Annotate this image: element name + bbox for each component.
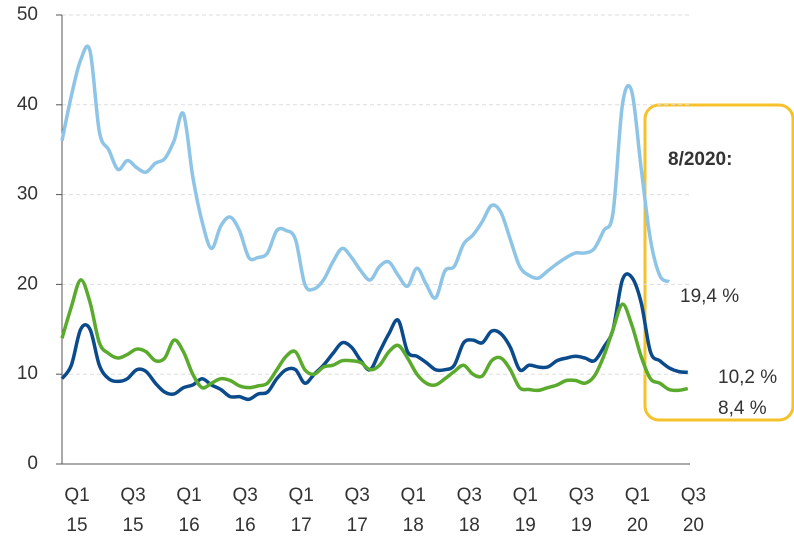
y-tick-label: 30	[17, 184, 38, 205]
x-tick-label: Q3 18	[457, 485, 482, 536]
x-tick-label-line: Q3	[681, 485, 706, 506]
y-tick-label: 20	[17, 273, 38, 294]
x-tick-label-line: Q1	[401, 485, 426, 506]
x-tick-label-line: 20	[627, 515, 648, 536]
x-tick-label: Q1 19	[513, 485, 538, 536]
x-tick-label-line: Q3	[232, 485, 257, 506]
x-tick-label-line: Q1	[64, 485, 89, 506]
x-tick-label-line: Q3	[569, 485, 594, 506]
x-tick-label-line: 16	[235, 515, 256, 536]
x-tick-label: Q1 20	[625, 485, 650, 536]
x-tick-label: Q1 15	[64, 485, 89, 536]
x-tick-label-line: Q3	[345, 485, 370, 506]
x-tick-label-line: Q1	[176, 485, 201, 506]
x-tick-label-line: 20	[683, 515, 704, 536]
x-tick-label-line: 19	[515, 515, 536, 536]
x-tick-label-line: 16	[179, 515, 200, 536]
x-tick-label: Q3 16	[232, 485, 257, 536]
x-tick-label-line: 18	[403, 515, 424, 536]
annotation: 8,4 %	[718, 398, 767, 419]
x-tick-label: Q3 17	[345, 485, 370, 536]
y-tick-label: 10	[17, 363, 38, 384]
annotation: 19,4 %	[680, 286, 739, 307]
y-tick-label: 0	[27, 453, 38, 474]
x-tick-label: Q1 18	[401, 485, 426, 536]
annotation: 10,2 %	[718, 367, 777, 388]
x-tick-label-line: 18	[459, 515, 480, 536]
x-tick-label-line: Q3	[457, 485, 482, 506]
series-line	[60, 272, 688, 402]
x-tick-label: Q1 17	[288, 485, 313, 536]
x-tick-label-line: 17	[347, 515, 368, 536]
x-tick-label-line: Q1	[513, 485, 538, 506]
x-tick-label: Q3 20	[681, 485, 706, 536]
x-tick-label-line: Q3	[120, 485, 145, 506]
series-line	[60, 44, 671, 300]
x-tick-label-line: 17	[291, 515, 312, 536]
y-tick-label: 50	[17, 4, 38, 25]
y-tick-label: 40	[17, 94, 38, 115]
x-tick-label-line: 15	[66, 515, 87, 536]
x-tick-label-line: Q1	[288, 485, 313, 506]
x-tick-label: Q1 16	[176, 485, 201, 536]
x-tick-label-line: 15	[122, 515, 143, 536]
x-tick-label-line: 19	[571, 515, 592, 536]
x-tick-label-line: Q1	[625, 485, 650, 506]
series-line	[60, 278, 689, 393]
annotation: 8/2020:	[668, 149, 732, 170]
x-tick-label: Q3 19	[569, 485, 594, 536]
highlight-box	[643, 103, 794, 422]
x-tick-label: Q3 15	[120, 485, 145, 536]
